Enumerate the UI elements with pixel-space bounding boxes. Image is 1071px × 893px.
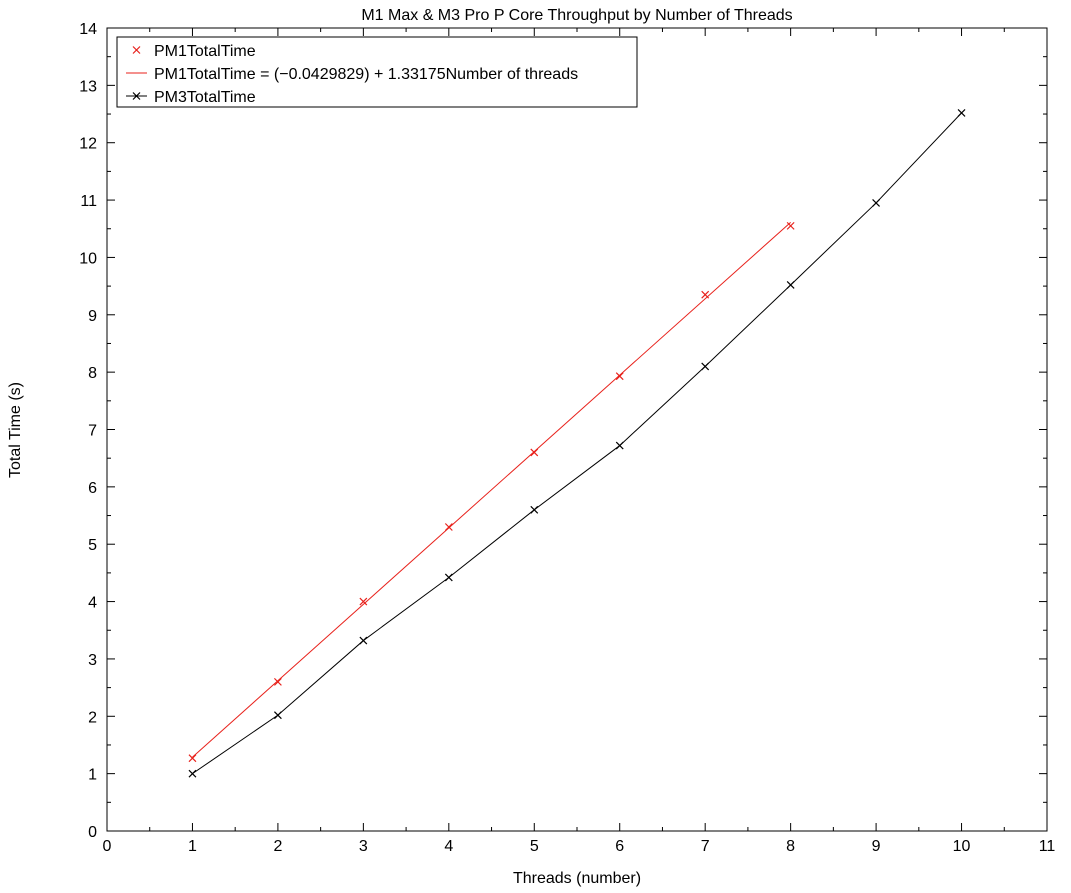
data-point (273, 677, 282, 686)
x-tick-label: 6 (615, 838, 624, 855)
data-point (786, 221, 795, 230)
legend-box (116, 36, 638, 108)
fit-line (192, 222, 791, 758)
y-tick-label: 12 (79, 136, 97, 153)
x-tick-label: 4 (444, 838, 453, 855)
x-tick-label: 0 (103, 838, 112, 855)
x-tick-label: 7 (701, 838, 710, 855)
legend-marker-swatch (132, 92, 141, 100)
legend-item: PM1TotalTime (132, 43, 256, 60)
series-2 (188, 108, 966, 778)
legend-marker-swatch (132, 46, 141, 54)
data-point (359, 597, 368, 606)
y-tick-label: 5 (88, 537, 97, 554)
y-tick-label: 0 (88, 824, 97, 841)
x-tick-label: 10 (953, 838, 971, 855)
x-tick-label: 11 (1039, 838, 1056, 855)
legend-item: PM1TotalTime = (−0.0429829) + 1.33175Num… (126, 66, 578, 83)
x-tick-label: 9 (872, 838, 881, 855)
data-point (615, 441, 624, 450)
legend-item: PM3TotalTime (126, 89, 256, 106)
x-axis-label: Threads (number) (513, 870, 641, 887)
x-tick-label: 3 (359, 838, 368, 855)
data-point (444, 573, 453, 582)
series-1 (192, 222, 791, 758)
y-tick-label: 11 (80, 193, 97, 210)
chart-title: M1 Max & M3 Pro P Core Throughput by Num… (361, 7, 792, 24)
y-tick-label: 9 (88, 308, 97, 325)
y-tick-label: 7 (88, 423, 97, 440)
data-point (188, 754, 197, 763)
data-point (188, 769, 197, 778)
y-axis-label: Total Time (s) (7, 382, 24, 478)
data-point (273, 711, 282, 720)
x-tick-label: 8 (786, 838, 795, 855)
x-tick-label: 2 (273, 838, 282, 855)
y-tick-label: 6 (88, 480, 97, 497)
y-tick-label: 2 (88, 709, 97, 726)
data-point (615, 372, 624, 381)
x-tick-label: 5 (530, 838, 539, 855)
series-0 (188, 221, 795, 763)
y-tick-label: 13 (79, 78, 97, 95)
data-point (872, 199, 881, 207)
plot-frame (106, 27, 1048, 832)
y-tick-label: 4 (88, 595, 97, 612)
x-tick-label: 1 (188, 838, 197, 855)
legend: PM1TotalTime PM1TotalTime = (−0.0429829) … (116, 36, 638, 108)
data-point (786, 281, 795, 289)
data-point (530, 505, 539, 514)
data-point (701, 362, 710, 371)
data-point (957, 108, 966, 117)
data-point (359, 636, 368, 645)
y-tick-label: 10 (79, 250, 97, 267)
series-line (192, 112, 962, 775)
y-tick-label: 14 (79, 21, 97, 38)
y-tick-label: 8 (88, 365, 97, 382)
y-tick-label: 3 (88, 652, 97, 669)
legend-label: PM1TotalTime = (−0.0429829) + 1.33175Num… (154, 66, 578, 83)
legend-label: PM3TotalTime (154, 89, 256, 106)
legend-label: PM1TotalTime (154, 43, 256, 60)
y-tick-label: 1 (88, 767, 97, 784)
